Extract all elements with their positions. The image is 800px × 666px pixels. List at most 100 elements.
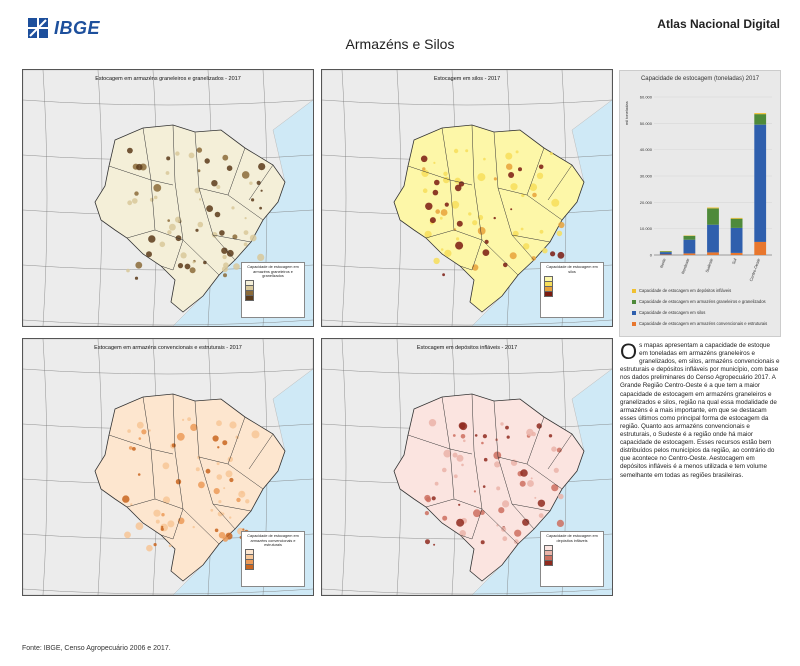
municipality-shade <box>539 229 544 234</box>
municipality-shade <box>203 260 207 265</box>
municipality-shade <box>132 447 136 451</box>
municipality-shade <box>146 251 152 258</box>
chart-category-label: Nordeste <box>680 257 691 275</box>
source-note: Fonte: IBGE, Censo Agropecuário 2006 e 2… <box>22 645 171 652</box>
municipality-shade <box>223 273 227 278</box>
atlas-title: Atlas Nacional Digital <box>657 17 780 31</box>
map-title: Estocagem em armazéns convencionais e es… <box>94 345 242 351</box>
municipality-shade <box>529 183 538 191</box>
municipality-shade <box>175 479 182 485</box>
municipality-shade <box>243 242 248 247</box>
municipality-shade <box>482 249 490 256</box>
chart-bar-segment <box>707 224 719 253</box>
municipality-shade <box>175 151 180 156</box>
map-legend-row <box>544 559 600 566</box>
municipality-shade <box>216 420 222 427</box>
graticule-line <box>322 319 612 326</box>
municipality-shade <box>205 468 211 474</box>
municipality-shade <box>442 176 450 184</box>
state-border <box>227 416 246 465</box>
municipality-shade <box>468 212 472 216</box>
municipality-shade <box>194 187 201 194</box>
municipality-shade <box>556 519 564 527</box>
municipality-shade <box>536 172 544 179</box>
map-graphic <box>322 70 612 326</box>
dropcap: O <box>620 339 638 364</box>
state-border <box>453 229 483 241</box>
state-border <box>160 508 184 540</box>
municipality-shade <box>184 263 191 270</box>
municipality-shade <box>167 230 172 235</box>
municipality-shade <box>508 172 515 178</box>
chart-bar-segment <box>730 227 743 253</box>
municipality-shade <box>553 467 559 473</box>
map-legend: Capacidade de estocagem em depósitos inf… <box>540 531 604 587</box>
brazil-territory <box>393 393 585 582</box>
municipality-shade <box>440 209 448 216</box>
state-border <box>108 434 152 450</box>
state-border <box>547 433 573 470</box>
municipality-shade <box>188 152 195 159</box>
municipality-shade <box>135 522 144 530</box>
municipality-shade <box>153 543 157 547</box>
municipality-shade <box>513 539 519 545</box>
map-legend-title: Capacidade de estocagem em armazéns gran… <box>247 265 299 278</box>
state-border <box>248 433 274 470</box>
chart-legend-item: Capacidade de estocagem em armazéns gran… <box>632 296 782 307</box>
map-legend-row <box>544 290 600 297</box>
map-legend-row <box>245 295 301 301</box>
municipality-shade <box>148 429 151 432</box>
chart-ytick-label: 30.000 <box>640 174 653 179</box>
municipality-shade <box>505 152 513 160</box>
description-body: s mapas apresentam a capacidade de estoq… <box>620 342 780 479</box>
municipality-shade <box>421 169 429 177</box>
municipality-shade <box>238 490 246 498</box>
municipality-shade <box>197 221 204 228</box>
municipality-shade <box>444 202 449 207</box>
municipality-shade <box>550 251 556 257</box>
municipality-shade <box>182 418 185 421</box>
chart-bar-segment <box>683 239 696 254</box>
municipality-shade <box>245 499 250 504</box>
map-legend-title: Capacidade de estocagem em armazéns conv… <box>247 534 299 547</box>
municipality-shade <box>206 205 214 213</box>
municipality-shade <box>431 496 436 501</box>
graticule-line <box>322 588 612 595</box>
municipality-shade <box>551 198 560 207</box>
municipality-shade <box>444 249 452 257</box>
municipality-shade <box>434 179 440 186</box>
ibge-logo-icon <box>28 18 48 38</box>
municipality-shade <box>434 481 439 486</box>
municipality-shade <box>425 496 432 503</box>
municipality-shade <box>127 147 133 154</box>
state-border <box>108 165 152 181</box>
municipality-shade <box>138 437 142 440</box>
municipality-shade <box>249 181 253 185</box>
municipality-shade <box>212 435 219 442</box>
municipality-shade <box>531 256 536 261</box>
municipality-shade <box>435 209 440 214</box>
graticule-line <box>23 319 313 326</box>
municipality-shade <box>433 543 436 546</box>
municipality-shade <box>229 421 237 429</box>
graticule-line <box>23 588 313 595</box>
map-panel-2: Estocagem em silos - 2017 Capacidade de e… <box>321 69 613 327</box>
municipality-shade <box>523 243 530 250</box>
chart-legend-swatch <box>632 288 636 293</box>
graticule-line <box>23 99 313 106</box>
municipality-shade <box>216 474 223 480</box>
municipality-shade <box>223 487 226 490</box>
brazil-territory <box>94 393 286 582</box>
map-legend-swatch <box>544 559 553 566</box>
municipality-shade <box>159 241 166 248</box>
municipality-shade <box>222 154 229 161</box>
chart-bar-segment <box>730 218 743 228</box>
municipality-shade <box>175 216 182 223</box>
municipality-shade <box>494 461 501 468</box>
municipality-shade <box>532 192 537 198</box>
municipality-shade <box>465 149 469 153</box>
graticule-line <box>341 70 347 326</box>
municipality-shade <box>424 511 429 516</box>
municipality-shade <box>482 434 487 439</box>
municipality-shade <box>439 216 443 220</box>
